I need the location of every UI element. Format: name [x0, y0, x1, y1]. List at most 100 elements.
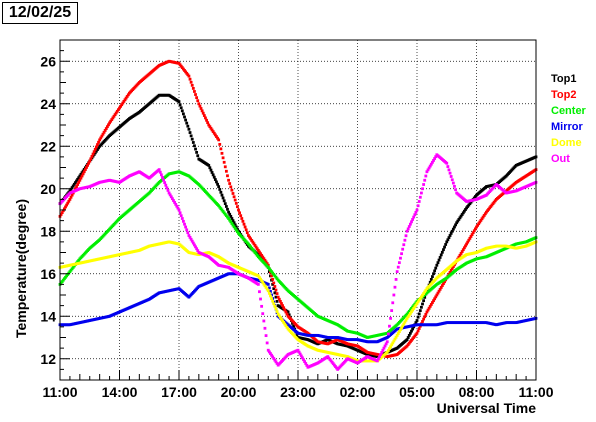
- data-point: [116, 108, 120, 112]
- data-point: [182, 219, 185, 223]
- data-point: [451, 265, 455, 269]
- data-point: [165, 186, 169, 190]
- data-point: [206, 121, 210, 125]
- data-point: [273, 358, 277, 362]
- data-point: [242, 222, 246, 226]
- data-point: [472, 196, 476, 200]
- data-point: [68, 197, 72, 201]
- data-point: [191, 87, 195, 90]
- data-point: [176, 206, 180, 210]
- data-point: [411, 327, 414, 331]
- data-point: [233, 223, 237, 227]
- data-point: [271, 278, 275, 281]
- data-point: [126, 93, 130, 97]
- data-point: [64, 205, 67, 209]
- data-point: [464, 208, 467, 211]
- data-point: [272, 281, 276, 285]
- data-point: [260, 279, 264, 283]
- data-point: [223, 165, 227, 169]
- data-point: [266, 265, 270, 269]
- data-point: [189, 134, 193, 138]
- data-point: [68, 189, 72, 193]
- data-point: [180, 217, 184, 220]
- data-point: [177, 61, 181, 65]
- data-point: [70, 193, 74, 197]
- data-point: [63, 207, 66, 211]
- data-point: [275, 362, 279, 365]
- data-point: [277, 314, 281, 318]
- data-point: [280, 302, 283, 305]
- data-point: [223, 202, 227, 206]
- data-point: [265, 287, 269, 291]
- data-point: [70, 186, 74, 189]
- data-point: [186, 73, 190, 77]
- y-tick-label: 16: [40, 266, 56, 282]
- data-point: [78, 178, 82, 182]
- data-point: [466, 240, 470, 244]
- data-point: [414, 333, 418, 337]
- data-point: [274, 288, 278, 292]
- data-point: [425, 170, 429, 174]
- data-point: [186, 231, 190, 235]
- data-point: [421, 302, 424, 306]
- data-point: [429, 278, 433, 281]
- data-point: [272, 302, 276, 306]
- data-point: [427, 166, 431, 170]
- data-point: [408, 312, 412, 315]
- data-point: [458, 216, 462, 220]
- data-point: [212, 175, 216, 179]
- data-point: [200, 109, 204, 113]
- data-point: [230, 222, 234, 225]
- data-point: [216, 182, 219, 186]
- y-tick-label: 20: [40, 181, 56, 197]
- data-point: [210, 128, 214, 132]
- data-point: [412, 307, 416, 310]
- data-point: [280, 317, 283, 321]
- data-point: [177, 208, 181, 212]
- data-point: [210, 171, 214, 174]
- data-point: [465, 242, 468, 246]
- data-point: [72, 264, 76, 268]
- data-point: [438, 256, 442, 259]
- data-point: [405, 338, 409, 342]
- data-point: [105, 125, 109, 129]
- data-point: [265, 262, 269, 265]
- data-point: [437, 289, 441, 293]
- data-point: [283, 308, 287, 312]
- data-point: [255, 253, 259, 257]
- data-point: [177, 100, 181, 104]
- data-point: [386, 332, 390, 336]
- data-point: [479, 218, 483, 222]
- data-point: [172, 199, 175, 202]
- data-point: [415, 319, 419, 322]
- data-point: [407, 341, 411, 345]
- data-point: [451, 227, 455, 231]
- data-point: [461, 248, 465, 252]
- data-point: [406, 315, 410, 319]
- data-point: [456, 219, 460, 223]
- data-point: [72, 182, 76, 186]
- data-point: [222, 211, 226, 215]
- data-point: [234, 228, 238, 232]
- data-point: [453, 184, 456, 188]
- data-point: [219, 147, 223, 151]
- data-point: [492, 200, 496, 204]
- data-point: [68, 270, 72, 274]
- data-point: [235, 205, 239, 209]
- data-point: [413, 213, 417, 217]
- data-point: [283, 322, 287, 326]
- data-point: [326, 355, 330, 359]
- data-point: [69, 195, 73, 199]
- data-point: [433, 297, 437, 301]
- data-point: [101, 132, 105, 136]
- data-point: [237, 208, 240, 212]
- data-point: [100, 134, 104, 138]
- data-point: [261, 312, 265, 316]
- data-point: [411, 305, 414, 309]
- data-point: [402, 322, 406, 326]
- data-point: [170, 197, 174, 201]
- data-point: [207, 163, 211, 167]
- data-point: [453, 225, 456, 229]
- data-point: [395, 270, 399, 274]
- data-point: [231, 219, 235, 223]
